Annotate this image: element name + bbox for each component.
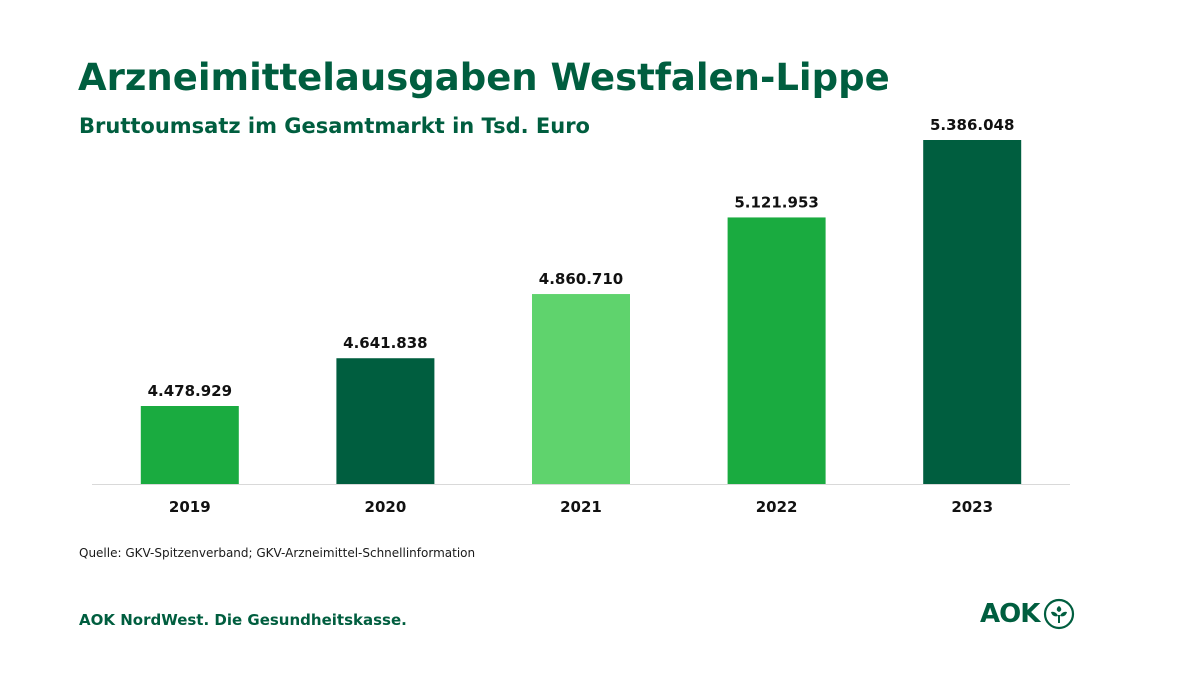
bar-2020 [336,358,435,484]
source-note: Quelle: GKV-Spitzenverband; GKV-Arzneimi… [79,546,476,560]
bar-2019 [140,406,239,484]
chart-title: Arzneimittelausgaben Westfalen-Lippe [78,56,890,99]
x-tick-label-2020: 2020 [365,498,407,516]
data-label-2023: 5.386.048 [930,116,1014,134]
x-tick-label-2021: 2021 [560,498,602,516]
data-label-2021: 4.860.710 [539,270,623,288]
bar-2022 [727,217,826,484]
aok-tree-icon [1044,598,1075,630]
data-label-2022: 5.121.953 [734,193,818,211]
x-tick-label-2023: 2023 [951,498,993,516]
company-tagline: AOK NordWest. Die Gesundheitskasse. [79,611,407,629]
chart-subtitle: Bruttoumsatz im Gesamtmarkt in Tsd. Euro [79,114,590,138]
bar-2021 [532,294,630,484]
x-tick-label-2022: 2022 [756,498,798,516]
logo-wordmark: AOK [980,599,1040,629]
data-label-2020: 4.641.838 [343,334,427,352]
aok-logo: AOK [980,594,1090,634]
x-tick-label-2019: 2019 [169,498,211,516]
bar-2023 [923,140,1022,484]
data-label-2019: 4.478.929 [148,382,232,400]
